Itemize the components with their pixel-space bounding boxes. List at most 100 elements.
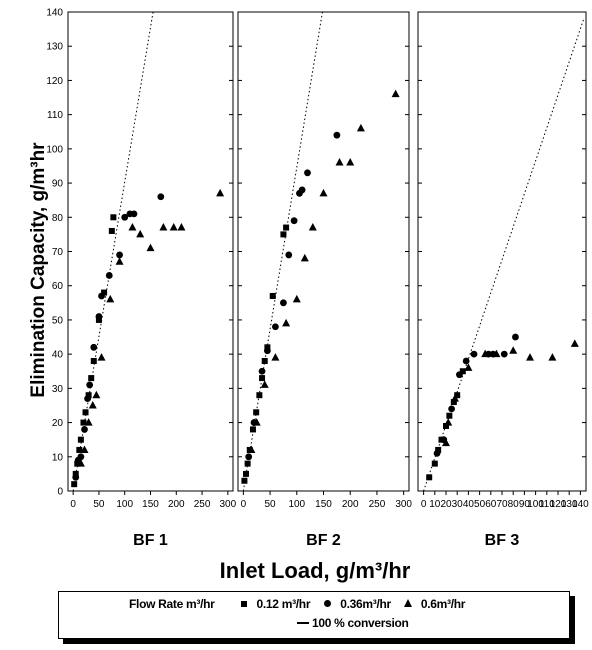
- y-axis: 0 10 20 30 40 50 60 70 80 90 100 110 120 130 140: [46, 8, 63, 498]
- panel-bf-1-series-0-6m-hr-point-4: [92, 390, 101, 399]
- panel-bf-3-xtick-label-130: 130: [561, 499, 578, 510]
- panel-bf-2-reference-line: [242, 12, 323, 491]
- panel-bf-3-series-0-6m-hr-point-7: [526, 353, 534, 361]
- panel-bf-3-series-0-12-m-hr-point-0: [426, 474, 433, 481]
- panel-bf-3-xtick-label-80: 80: [508, 499, 520, 510]
- panel-bf-3-series-0-6m-hr-point-6: [509, 346, 518, 354]
- panel-bf-2-series-0-36m-hr-point-5: [280, 299, 287, 307]
- y-tick-label-50: 50: [52, 315, 64, 326]
- y-tick-label-120: 120: [46, 76, 63, 87]
- panel-bf-2-series-0-6m-hr-point-2: [260, 380, 269, 388]
- panel-bf-1-series-0-12-m-hr-point-2: [74, 460, 81, 467]
- panel-bf-3-xtick-label-140: 140: [572, 499, 589, 510]
- legend-circle-marker: [320, 598, 334, 610]
- panel-bf-2-series-0-12-m-hr-point-5: [253, 409, 260, 416]
- panel-bf-2-series-0-36m-hr-point-2: [258, 367, 266, 375]
- panel-bf-2-series-0-6m-hr-point-0: [247, 445, 256, 453]
- panel-bf-3-series-0-12-m-hr-point-8: [459, 368, 466, 375]
- panel-bf-3-xtick-label-70: 70: [496, 499, 508, 510]
- panel-bf-2-series-0-12-m-hr-point-12: [283, 224, 290, 231]
- y-tick-label-110: 110: [47, 110, 63, 121]
- panel-bf-2-series-0-36m-hr: [245, 131, 341, 461]
- panel-bf-2-series-0-36m-hr-point-11: [333, 131, 341, 139]
- legend-triangle-marker: [401, 598, 415, 610]
- panel-bf-3-series-0-12-m-hr-point-2: [435, 446, 442, 453]
- panel-bf-1-series-0-6m-hr-point-12: [169, 223, 178, 231]
- panel-bf-3-series-0-12-m-hr-point-1: [431, 460, 438, 467]
- panel-bf-1-xtick-label-150: 150: [142, 499, 159, 510]
- panel-bf-2-series-0-6m-hr-point-6: [300, 253, 309, 262]
- panel-bf-2-series-0-6m-hr-point-7: [308, 223, 317, 231]
- panel-bf-2-series-0-6m-hr-point-10: [346, 158, 355, 166]
- y-tick-label-30: 30: [52, 384, 64, 395]
- panel-bf-1-series-0-12-m-hr-point-11: [101, 289, 108, 296]
- panel-bf-3-series-0-6m-hr-point-8: [548, 353, 557, 361]
- panel-bf-1-series-0-36m-hr-point-6: [90, 343, 98, 351]
- panel-bf-1: 0 50 100 150 200 250 300 BF 1: [67, 11, 237, 549]
- panel-bf-2-series-0-36m-hr-point-9: [298, 186, 306, 194]
- panel-bf-1-xtick-label-300: 300: [220, 499, 237, 510]
- y-tick-label-40: 40: [52, 350, 64, 361]
- legend-row-2: 100 % conversion: [297, 616, 409, 630]
- panel-bf-2-series-0-6m-hr-point-12: [391, 89, 400, 98]
- panel-bf-3-xtick-label-50: 50: [474, 499, 486, 510]
- panel-bf-3-series-0-6m-hr-point-4: [481, 349, 490, 358]
- panel-bf-1-series-0-6m-hr-point-7: [115, 257, 124, 265]
- panel-bf-2-series-0-36m-hr-point-4: [272, 323, 279, 331]
- panel-bf-2-xtick-label-200: 200: [342, 499, 359, 510]
- panel-bf-2-xtick-label-0: 0: [241, 499, 247, 510]
- panel-bf-1-series-0-36m-hr-point-13: [130, 210, 138, 218]
- panel-bf-3-xtick-label-40: 40: [463, 499, 475, 510]
- panel-bf-3-series-0-6m-hr-point-2: [450, 394, 459, 402]
- panel-bf-3-xtick-label-110: 110: [539, 499, 555, 510]
- legend-row-1: Flow Rate m³/hr 0.12 m³/hr 0.36m³/hr 0.6…: [129, 597, 465, 611]
- chart-legend: Flow Rate m³/hr 0.12 m³/hr 0.36m³/hr 0.6…: [58, 591, 570, 639]
- legend-line-marker: [297, 622, 309, 624]
- panel-bf-3-series-0-36m-hr-point-5: [470, 350, 478, 358]
- panel-bf-1-label: BF 1: [133, 532, 168, 549]
- panel-bf-2-xtick-label-150: 150: [315, 499, 332, 510]
- panel-bf-3-series-0-12-m-hr-point-7: [454, 392, 461, 399]
- panel-bf-1-series-0-6m-hr-point-8: [128, 223, 137, 231]
- panel-bf-2-series-0-12-m-hr-point-9: [264, 344, 271, 351]
- panel-bf-1-series-0-6m-hr-point-9: [136, 229, 145, 238]
- panel-bf-1-series-0-36m-hr-point-9: [105, 272, 113, 279]
- panel-bf-3-xtick-label-90: 90: [519, 499, 531, 510]
- panel-bf-3-xtick-label-0: 0: [421, 499, 427, 510]
- panel-bf-3-series-0-36m-hr-point-8: [500, 350, 508, 358]
- panel-bf-1-series-0-36m-hr-point-2: [77, 453, 85, 461]
- panel-bf-2-series-0-12-m-hr-point-11: [280, 231, 287, 238]
- panel-bf-1-series-0-6m-hr-point-13: [177, 223, 186, 231]
- y-tick-label-90: 90: [52, 179, 64, 190]
- panel-bf-3-series-0-36m-hr-point-4: [462, 357, 470, 365]
- panel-bf-1-series-0-36m-hr-point-11: [121, 213, 129, 221]
- panel-bf-1-series-0-6m-hr: [76, 188, 225, 467]
- panel-bf-3-series-0-6m-hr-point-0: [442, 438, 450, 447]
- panel-bf-3-frame: [417, 11, 587, 492]
- legend-entry-conversion: 100 % conversion: [312, 616, 409, 630]
- panel-bf-1-series-0-6m-hr-point-3: [88, 400, 97, 409]
- panel-bf-3-series-0-6m-hr-point-5: [492, 349, 501, 358]
- panel-bf-1-series-0-12-m-hr-point-1: [72, 470, 79, 477]
- panel-bf-3-series-0-6m-hr-point-1: [444, 418, 453, 426]
- panel-bf-1-series-0-36m-hr: [72, 193, 165, 481]
- panel-bf-1-series-0-6m-hr-point-6: [106, 294, 115, 303]
- panel-bf-3-series-0-6m-hr-point-9: [570, 339, 579, 347]
- panel-bf-1-series-0-12-m-hr-point-6: [82, 409, 89, 416]
- panel-bf-2-series-0-36m-hr-point-10: [304, 169, 311, 177]
- panel-bf-2-series-0-6m-hr-point-3: [271, 353, 280, 361]
- panel-bf-2-series-0-36m-hr-point-6: [285, 251, 293, 259]
- panel-bf-3-series-0-6m-hr-point-3: [464, 363, 473, 371]
- panel-bf-1-xtick-label-50: 50: [93, 499, 105, 510]
- panel-bf-1-series-0-12-m-hr: [71, 214, 117, 488]
- panel-bf-1-series-0-12-m-hr-point-7: [85, 392, 92, 399]
- panel-bf-2-series-0-12-m-hr-point-6: [256, 392, 263, 399]
- y-axis-title: Elimination Capacity, g/m³hr: [28, 142, 49, 398]
- panel-bf-1-series-0-12-m-hr-point-0: [71, 481, 78, 488]
- panel-bf-2-series-0-12-m-hr: [241, 224, 290, 484]
- panel-bf-1-xtick-label-0: 0: [70, 499, 76, 510]
- panel-bf-3-series-0-36m-hr-point-2: [448, 405, 455, 413]
